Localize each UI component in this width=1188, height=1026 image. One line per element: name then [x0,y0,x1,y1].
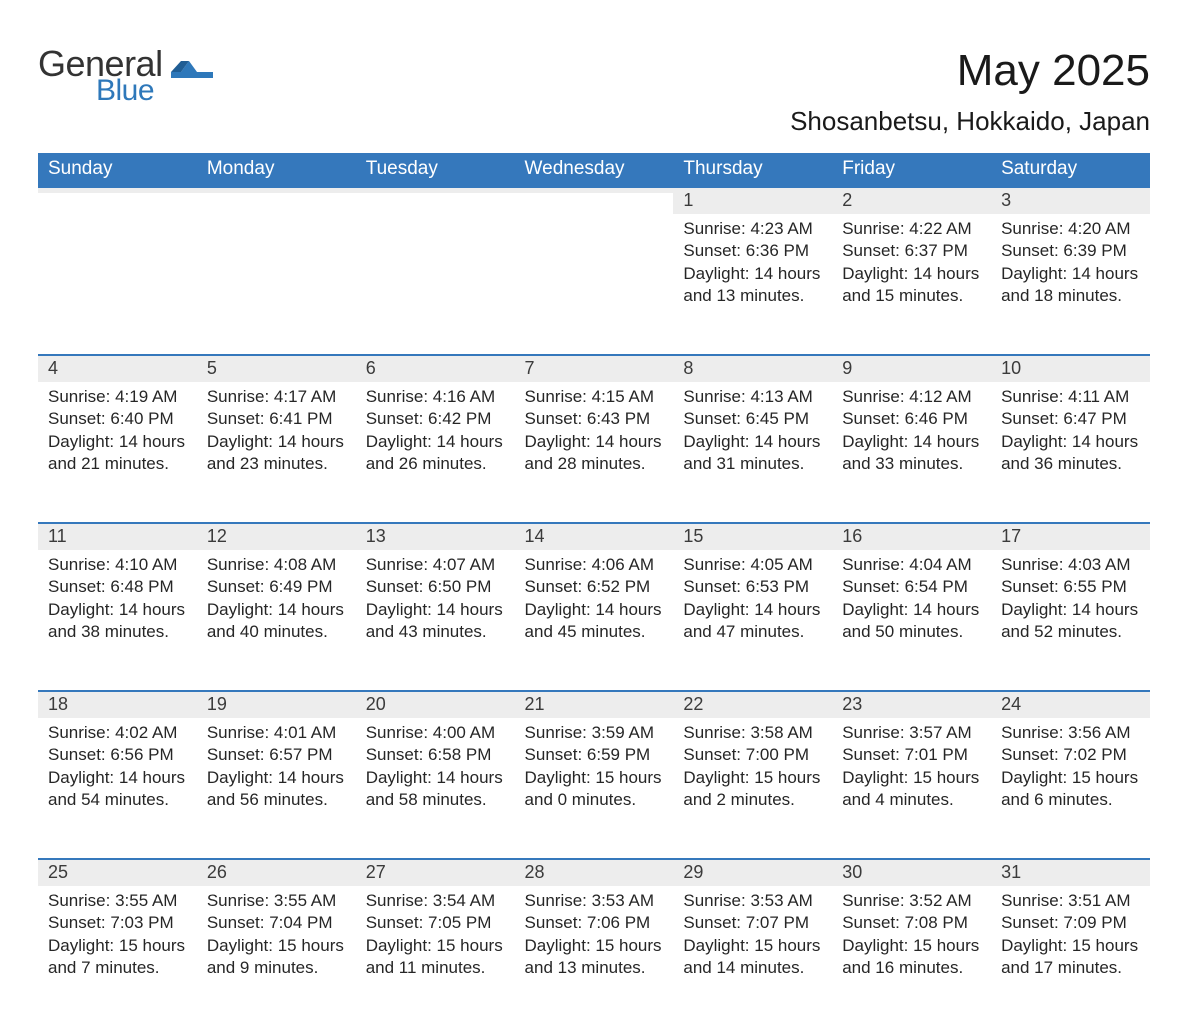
header: General Blue May 2025 Shosanbetsu, Hokka… [38,46,1150,137]
day-number: 6 [356,354,515,382]
day-cell: Sunrise: 4:01 AMSunset: 6:57 PMDaylight:… [197,718,356,834]
day-number: 19 [197,690,356,718]
day-number: 27 [356,858,515,886]
day-number: 9 [832,354,991,382]
page-title: May 2025 [790,46,1150,96]
day-cell: Sunrise: 3:56 AMSunset: 7:02 PMDaylight:… [991,718,1150,834]
day-cell: Sunrise: 4:07 AMSunset: 6:50 PMDaylight:… [356,550,515,666]
weekday-header: Wednesday [515,153,674,186]
day-number: 17 [991,522,1150,550]
day-cell: Sunrise: 3:51 AMSunset: 7:09 PMDaylight:… [991,886,1150,1002]
day-number: 11 [38,522,197,550]
day-cell: Sunrise: 3:53 AMSunset: 7:06 PMDaylight:… [515,886,674,1002]
logo: General Blue [38,46,213,106]
day-number: 31 [991,858,1150,886]
day-cell: Sunrise: 3:55 AMSunset: 7:03 PMDaylight:… [38,886,197,1002]
day-cell: Sunrise: 4:13 AMSunset: 6:45 PMDaylight:… [673,382,832,498]
day-cell: Sunrise: 4:06 AMSunset: 6:52 PMDaylight:… [515,550,674,666]
day-number [515,186,674,193]
logo-wave-icon [171,50,213,78]
day-cell: Sunrise: 4:05 AMSunset: 6:53 PMDaylight:… [673,550,832,666]
day-cell: Sunrise: 4:17 AMSunset: 6:41 PMDaylight:… [197,382,356,498]
day-number: 10 [991,354,1150,382]
day-cell: Sunrise: 3:58 AMSunset: 7:00 PMDaylight:… [673,718,832,834]
day-cell: Sunrise: 4:08 AMSunset: 6:49 PMDaylight:… [197,550,356,666]
day-number: 14 [515,522,674,550]
day-number: 8 [673,354,832,382]
day-cell: Sunrise: 4:15 AMSunset: 6:43 PMDaylight:… [515,382,674,498]
day-number: 23 [832,690,991,718]
day-number: 22 [673,690,832,718]
day-cell: Sunrise: 4:03 AMSunset: 6:55 PMDaylight:… [991,550,1150,666]
day-number [197,186,356,193]
day-number: 3 [991,186,1150,214]
day-cell: Sunrise: 4:00 AMSunset: 6:58 PMDaylight:… [356,718,515,834]
calendar-table: SundayMondayTuesdayWednesdayThursdayFrid… [38,153,1150,1026]
weekday-header-row: SundayMondayTuesdayWednesdayThursdayFrid… [38,153,1150,186]
day-number: 16 [832,522,991,550]
day-number: 18 [38,690,197,718]
day-cell: Sunrise: 4:16 AMSunset: 6:42 PMDaylight:… [356,382,515,498]
day-cell: Sunrise: 4:22 AMSunset: 6:37 PMDaylight:… [832,214,991,330]
day-cell: Sunrise: 4:12 AMSunset: 6:46 PMDaylight:… [832,382,991,498]
day-cell: Sunrise: 3:52 AMSunset: 7:08 PMDaylight:… [832,886,991,1002]
day-cell: Sunrise: 3:57 AMSunset: 7:01 PMDaylight:… [832,718,991,834]
day-cell: Sunrise: 3:54 AMSunset: 7:05 PMDaylight:… [356,886,515,1002]
day-cell: Sunrise: 4:20 AMSunset: 6:39 PMDaylight:… [991,214,1150,330]
day-number: 15 [673,522,832,550]
day-number: 21 [515,690,674,718]
day-cell: Sunrise: 4:04 AMSunset: 6:54 PMDaylight:… [832,550,991,666]
day-cell: Sunrise: 3:59 AMSunset: 6:59 PMDaylight:… [515,718,674,834]
location: Shosanbetsu, Hokkaido, Japan [790,106,1150,137]
weekday-header: Thursday [673,153,832,186]
day-cell: Sunrise: 4:23 AMSunset: 6:36 PMDaylight:… [673,214,832,330]
day-cell: Sunrise: 4:10 AMSunset: 6:48 PMDaylight:… [38,550,197,666]
day-number: 20 [356,690,515,718]
weekday-header: Friday [832,153,991,186]
day-number: 2 [832,186,991,214]
day-number: 25 [38,858,197,886]
logo-word-blue: Blue [96,76,163,106]
day-cell: Sunrise: 4:02 AMSunset: 6:56 PMDaylight:… [38,718,197,834]
weekday-header: Saturday [991,153,1150,186]
day-number: 5 [197,354,356,382]
day-cell: Sunrise: 3:55 AMSunset: 7:04 PMDaylight:… [197,886,356,1002]
day-number: 7 [515,354,674,382]
day-cell: Sunrise: 4:11 AMSunset: 6:47 PMDaylight:… [991,382,1150,498]
day-number: 24 [991,690,1150,718]
day-number: 4 [38,354,197,382]
day-number: 30 [832,858,991,886]
day-number [38,186,197,193]
weekday-header: Monday [197,153,356,186]
day-number: 12 [197,522,356,550]
day-number: 26 [197,858,356,886]
day-number: 28 [515,858,674,886]
weekday-header: Tuesday [356,153,515,186]
day-number: 1 [673,186,832,214]
day-number: 29 [673,858,832,886]
day-cell: Sunrise: 4:19 AMSunset: 6:40 PMDaylight:… [38,382,197,498]
day-number: 13 [356,522,515,550]
day-cell: Sunrise: 3:53 AMSunset: 7:07 PMDaylight:… [673,886,832,1002]
day-number [356,186,515,193]
weekday-header: Sunday [38,153,197,186]
